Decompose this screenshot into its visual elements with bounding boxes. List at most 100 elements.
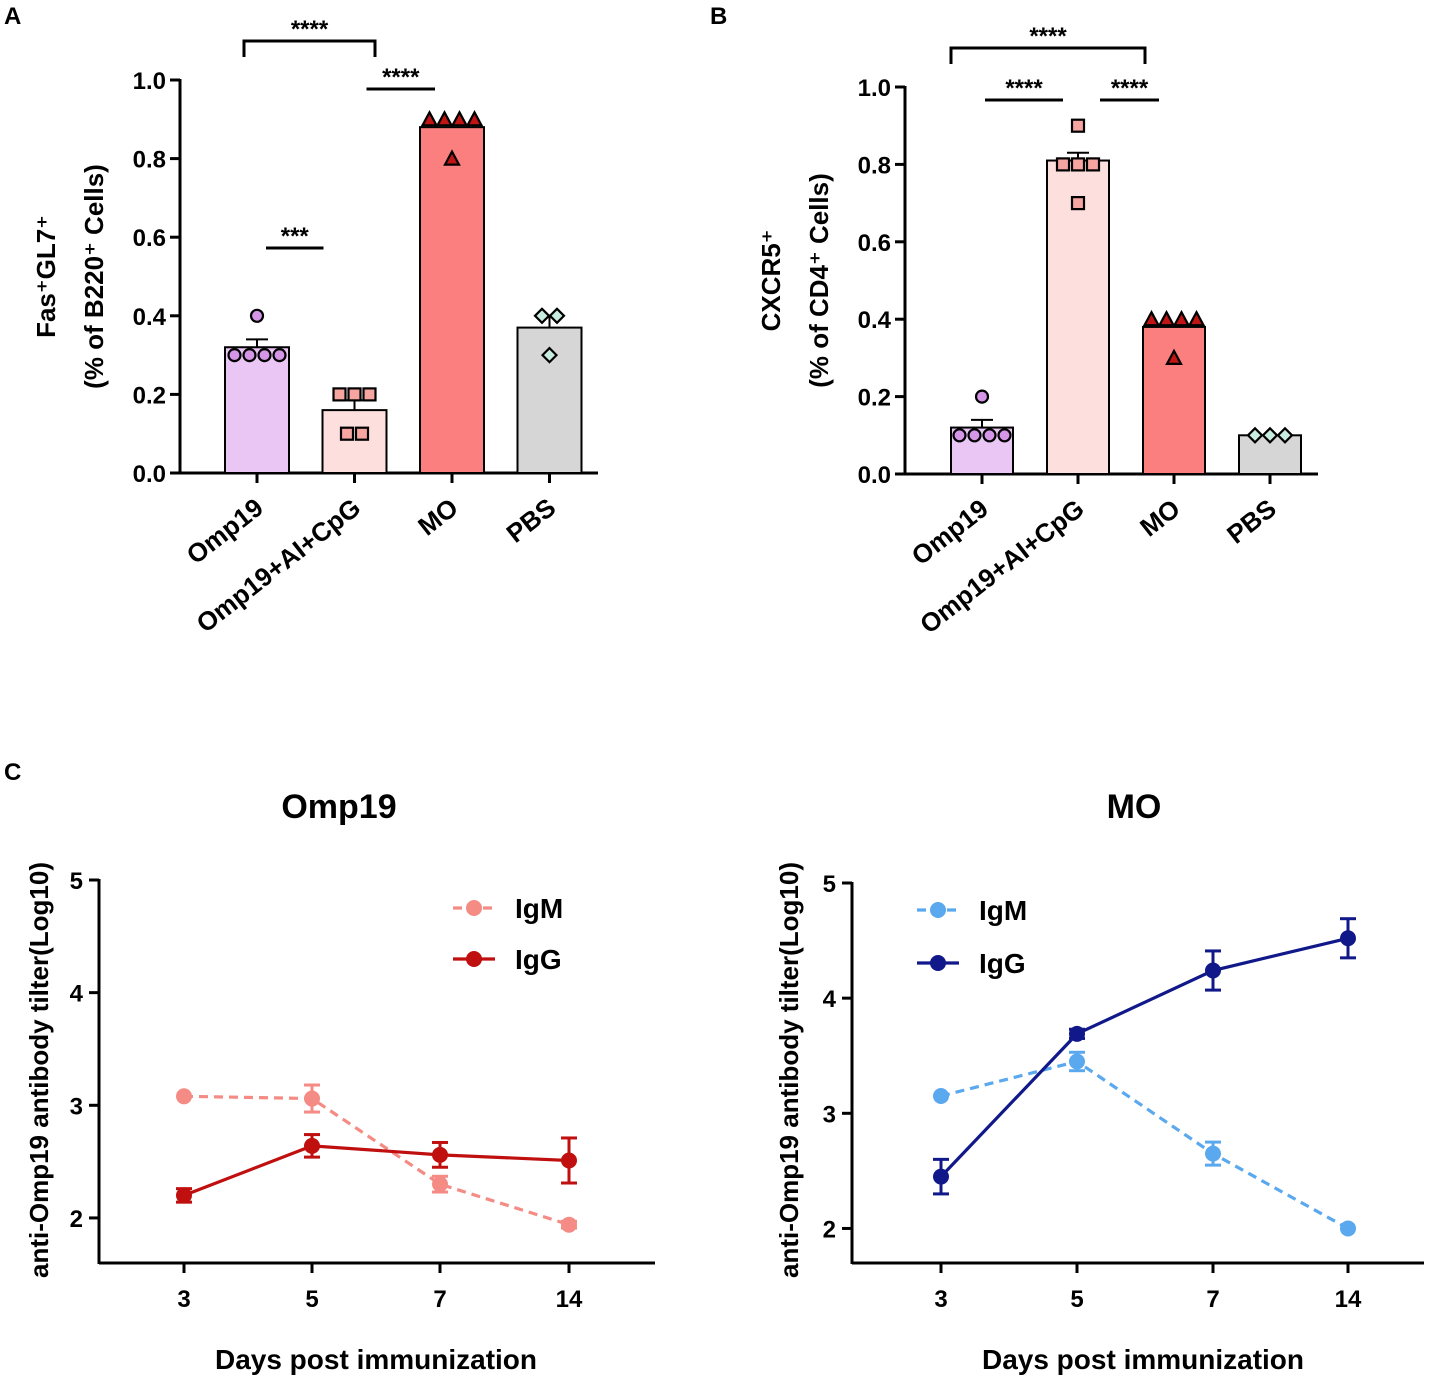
x-tick-label: MO [1134,493,1185,542]
y-tick-label: 0.6 [858,230,891,257]
bar-chart-cxcr5: 0.0 0.2 0.4 0.6 0.8 1.0 CXCR5⁺ (% of CD4⁺ Cells… [756,23,1318,639]
data-point [1069,1025,1085,1042]
legend-label: IgM [979,895,1027,926]
y-tick-label: 0.4 [133,304,167,331]
significance-label: **** [382,64,420,91]
y-axis-label-line2: (% of B220⁺ Cells) [79,164,109,389]
data-point [242,348,257,363]
panel-label-b: B [710,3,727,30]
data-point [1187,309,1206,327]
y-tick-label: 5 [70,868,83,895]
data-point [176,1187,192,1204]
data-point [450,109,469,127]
series-line-igg [939,936,1349,1178]
data-point [1085,157,1101,172]
data-point [1340,930,1356,947]
series-line-igm [940,1059,1349,1230]
data-point [435,109,454,127]
x-tick-label: PBS [501,492,562,549]
data-point [257,348,272,363]
data-point [332,387,347,402]
data-point [304,1137,320,1154]
legend-label: IgG [515,944,562,975]
data-point [1142,309,1161,327]
bar [224,346,290,474]
y-tick-label: 0.6 [133,225,166,252]
series-line-igm [183,1094,570,1227]
significance-label: *** [281,223,310,250]
y-tick-label: 2 [70,1206,83,1233]
data-point [952,428,967,443]
legend-marker [930,902,946,918]
bar-chart-fas-gl7: 0.0 0.2 0.4 0.6 0.8 1.0 Fas⁺GL7⁺ (% of B220⁺ Ce… [31,16,598,638]
y-tick-label: 2 [823,1216,836,1243]
data-point [227,348,242,363]
x-tick-label: Omp19 [181,492,269,570]
x-tick-label: 5 [305,1286,318,1313]
significance-bracket [949,46,1147,64]
x-tick-label: 7 [433,1286,446,1313]
significance-label: **** [1111,75,1149,102]
y-tick-label: 3 [823,1101,836,1128]
data-point [997,428,1012,443]
series-line-igg [183,1144,570,1197]
bar [1046,159,1110,475]
legend-label: IgG [979,948,1026,979]
chart-title: Omp19 [281,788,396,826]
line-chart-omp19: Omp19 2 3 4 5 3 5 7 14 Days post immunization anti… [24,788,655,1375]
y-tick-label: 5 [823,871,836,898]
x-tick-label: MO [412,492,463,541]
chart-title: MO [1107,788,1162,826]
data-point [1070,118,1086,133]
data-point [982,428,997,443]
data-point [1070,196,1086,211]
significance-label: **** [1029,23,1067,50]
data-point [933,1088,949,1105]
data-point [465,109,484,127]
data-point [1340,1220,1356,1237]
y-tick-label: 4 [823,986,837,1013]
data-point [1165,348,1183,365]
data-point [354,426,370,441]
y-tick-label: 0.0 [133,461,166,488]
data-point [304,1090,320,1107]
data-point [561,1152,577,1169]
data-point [974,389,990,404]
data-point [1205,962,1221,979]
y-tick-label: 0.8 [858,152,891,179]
y-tick-label: 1.0 [133,68,166,95]
x-tick-label: 5 [1070,1286,1083,1313]
data-point [432,1146,448,1163]
y-tick-label: 4 [70,981,84,1008]
panel-label-c: C [4,759,21,786]
data-point [1172,309,1191,327]
y-tick-label: 0.8 [133,147,166,174]
significance-bracket [242,39,377,57]
data-point [540,346,559,364]
x-tick-label: Omp19+AI+CpG [914,493,1090,639]
y-tick-label: 0.0 [858,462,891,489]
x-axis-label: Days post immunization [215,1344,537,1375]
y-axis-label: anti-Omp19 antibody tilter(Log10) [774,862,804,1278]
y-tick-label: 3 [70,1093,83,1120]
x-tick-label: 3 [934,1286,947,1313]
data-point [967,428,982,443]
legend-marker [466,951,482,967]
panel-label-a: A [4,3,21,30]
legend-label: IgM [515,893,563,924]
data-point [1246,426,1264,444]
data-point [443,149,461,166]
y-axis-label-line1: CXCR5⁺ [756,230,786,332]
data-point [249,308,265,323]
data-point [1157,309,1176,327]
significance-label: **** [291,16,329,43]
data-point [1069,1053,1085,1070]
data-point [272,348,287,363]
data-point [362,387,377,402]
legend-marker [466,900,482,916]
x-tick-label: Omp19+AI+CpG [191,492,367,638]
data-point [420,109,439,127]
data-point [1070,157,1086,172]
x-tick-label: 14 [556,1286,583,1313]
